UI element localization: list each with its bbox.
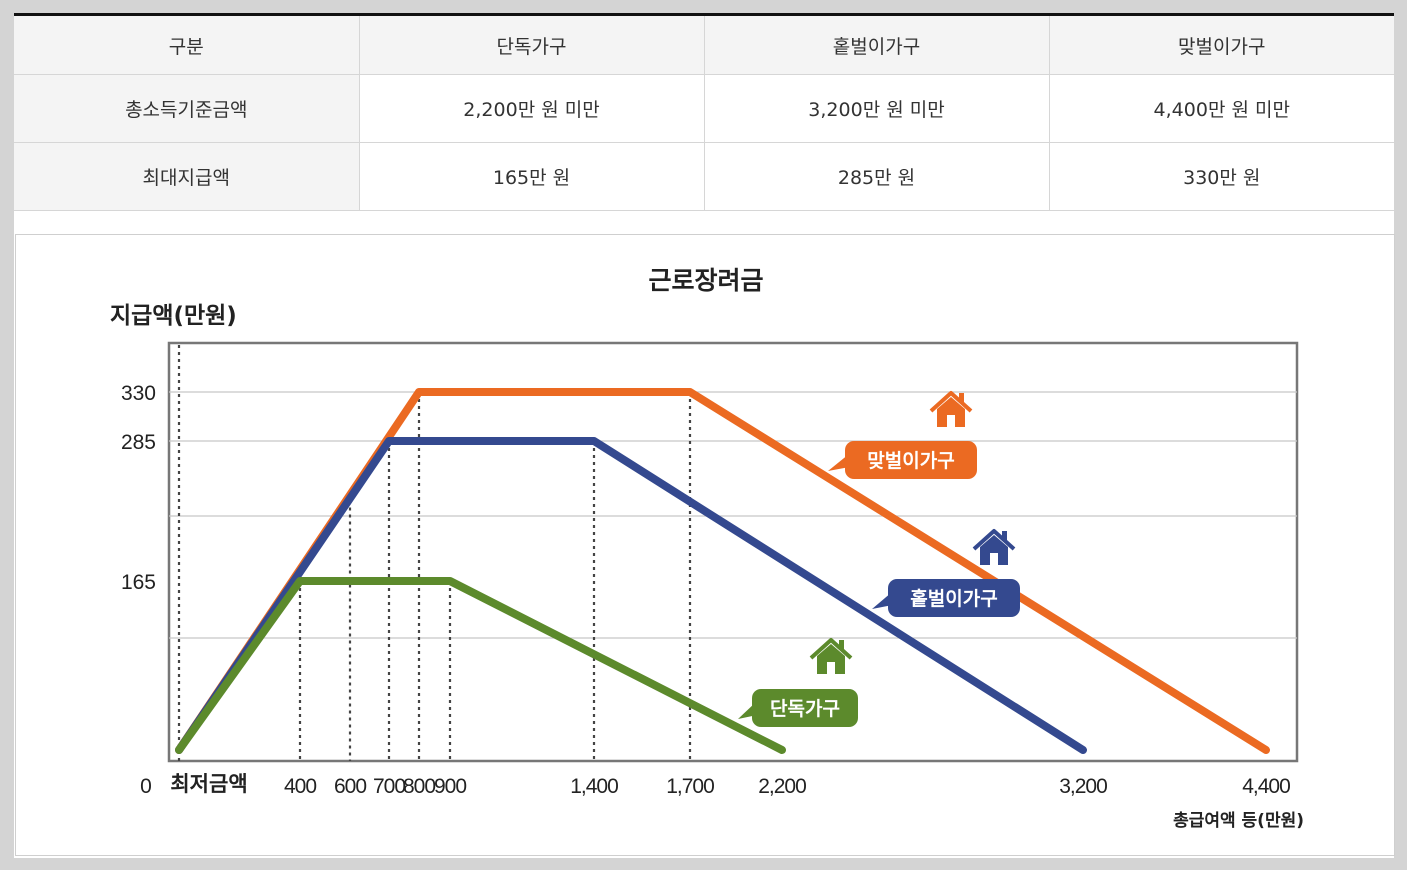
series-lines	[175, 388, 1270, 754]
x-axis-label: 총급여액 등(만원)	[1173, 811, 1304, 831]
x-tick-label: 900	[434, 775, 466, 798]
gridlines	[169, 391, 1297, 639]
x-tick-label: 400	[284, 775, 316, 798]
row-label-income-limit: 총소득기준금액	[14, 74, 360, 143]
badge-label: 맞벌이가구	[867, 450, 954, 472]
header-single: 단독가구	[359, 14, 705, 75]
x-tick-label: 1,700	[666, 775, 714, 798]
house-icon	[972, 529, 1016, 565]
badge-label: 단독가구	[770, 698, 840, 720]
series-line-one-earner	[175, 437, 1087, 754]
x-tick-label: 2,200	[758, 775, 806, 798]
table-header-row: 구분 단독가구 홑벌이가구 맞벌이가구	[14, 14, 1394, 75]
x-tick-label: 1,400	[570, 775, 618, 798]
y-tick-labels: 330 285 165	[121, 382, 156, 594]
header-category: 구분	[14, 14, 360, 75]
badge-one-earner: 홑벌이가구	[872, 579, 1020, 617]
y-tick-label: 330	[121, 382, 156, 405]
header-dual: 맞벌이가구	[1049, 14, 1394, 75]
y-tick-label: 285	[121, 431, 156, 454]
y-tick-label: 165	[121, 571, 156, 594]
x-tick-origin: 0	[140, 775, 152, 798]
eligibility-table: 구분 단독가구 홑벌이가구 맞벌이가구 총소득기준금액 2,200만 원 미만 …	[14, 13, 1394, 211]
cell-income-dual: 4,400만 원 미만	[1049, 74, 1394, 143]
x-tick-label: 700	[373, 775, 405, 798]
chart-title: 근로장려금	[648, 266, 763, 295]
badge-single: 단독가구	[738, 689, 858, 727]
badge-label: 홑벌이가구	[910, 587, 997, 610]
x-tick-label: 3,200	[1059, 775, 1107, 798]
badge-dual: 맞벌이가구	[828, 441, 977, 479]
drop-lines	[177, 345, 692, 761]
cell-max-single: 165만 원	[359, 142, 705, 211]
cell-income-single: 2,200만 원 미만	[359, 74, 705, 143]
x-tick-minimum: 최저금액	[170, 772, 247, 796]
x-tick-label: 600	[334, 775, 366, 798]
chart-panel: 근로장려금 지급액(만원) 총급여액 등(만원) 330 285 165 0 최저금액…	[15, 234, 1395, 856]
earned-income-tax-credit-chart: 근로장려금 지급액(만원) 총급여액 등(만원) 330 285 165 0 최저금액…	[110, 266, 1304, 831]
house-icon	[809, 638, 853, 674]
cell-max-one-earner: 285만 원	[704, 142, 1050, 211]
x-tick-label: 4,400	[1242, 775, 1290, 798]
y-axis-label: 지급액(만원)	[110, 303, 237, 329]
house-icon	[929, 391, 973, 427]
plot-frame	[167, 341, 1299, 763]
series-line-single	[175, 577, 786, 754]
series-line-dual	[175, 388, 1270, 754]
table-row: 총소득기준금액 2,200만 원 미만 3,200만 원 미만 4,400만 원…	[14, 74, 1394, 143]
cell-max-dual: 330만 원	[1049, 142, 1394, 211]
table-row: 최대지급액 165만 원 285만 원 330만 원	[14, 142, 1394, 211]
content-frame: 구분 단독가구 홑벌이가구 맞벌이가구 총소득기준금액 2,200만 원 미만 …	[14, 13, 1395, 858]
row-label-max-payment: 최대지급액	[14, 142, 360, 211]
x-tick-label: 800	[403, 775, 435, 798]
cell-income-one-earner: 3,200만 원 미만	[704, 74, 1050, 143]
header-one-earner: 홑벌이가구	[704, 14, 1050, 75]
